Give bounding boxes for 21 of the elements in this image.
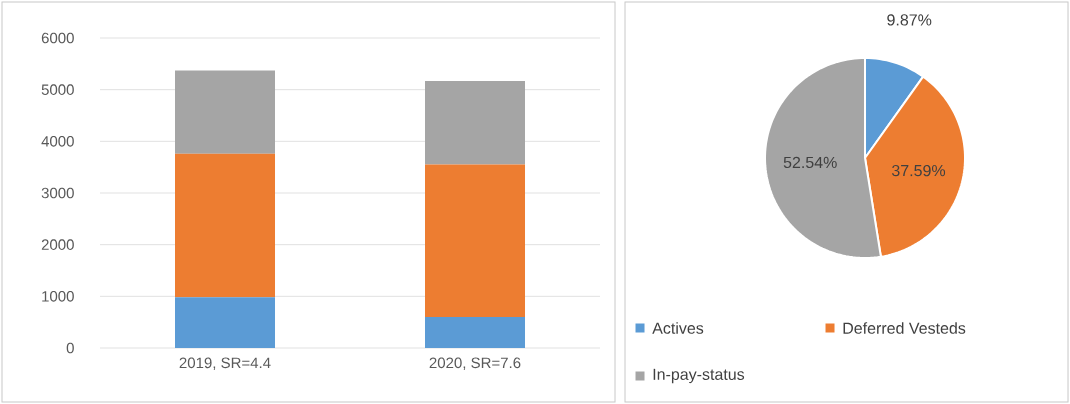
bar bbox=[175, 70, 275, 154]
data-label: 37.59% bbox=[891, 164, 946, 177]
y-tick-label: 0 bbox=[66, 342, 74, 354]
bar bbox=[425, 80, 526, 165]
bar bbox=[175, 297, 275, 348]
x-tick-label: 2019, SR=4.4 bbox=[179, 357, 271, 370]
bar bbox=[425, 164, 526, 317]
legend-label: In-pay-status bbox=[653, 368, 745, 384]
data-label: 52.54% bbox=[783, 156, 837, 169]
data-label: 9.87% bbox=[887, 14, 932, 26]
bar bbox=[425, 317, 526, 348]
legend-label: Deferred Vesteds bbox=[843, 322, 966, 334]
y-tick-label: 3000 bbox=[41, 187, 74, 199]
y-tick-label: 2000 bbox=[41, 239, 74, 250]
y-tick-label: 1000 bbox=[42, 291, 74, 302]
bar bbox=[175, 153, 275, 298]
legend-label: Actives bbox=[652, 322, 704, 334]
y-tick-label: 5000 bbox=[41, 84, 74, 95]
y-tick-label: 4000 bbox=[41, 136, 74, 147]
y-tick-label: 6000 bbox=[41, 32, 74, 44]
x-tick-label: 2020, SR=7.6 bbox=[429, 357, 521, 370]
